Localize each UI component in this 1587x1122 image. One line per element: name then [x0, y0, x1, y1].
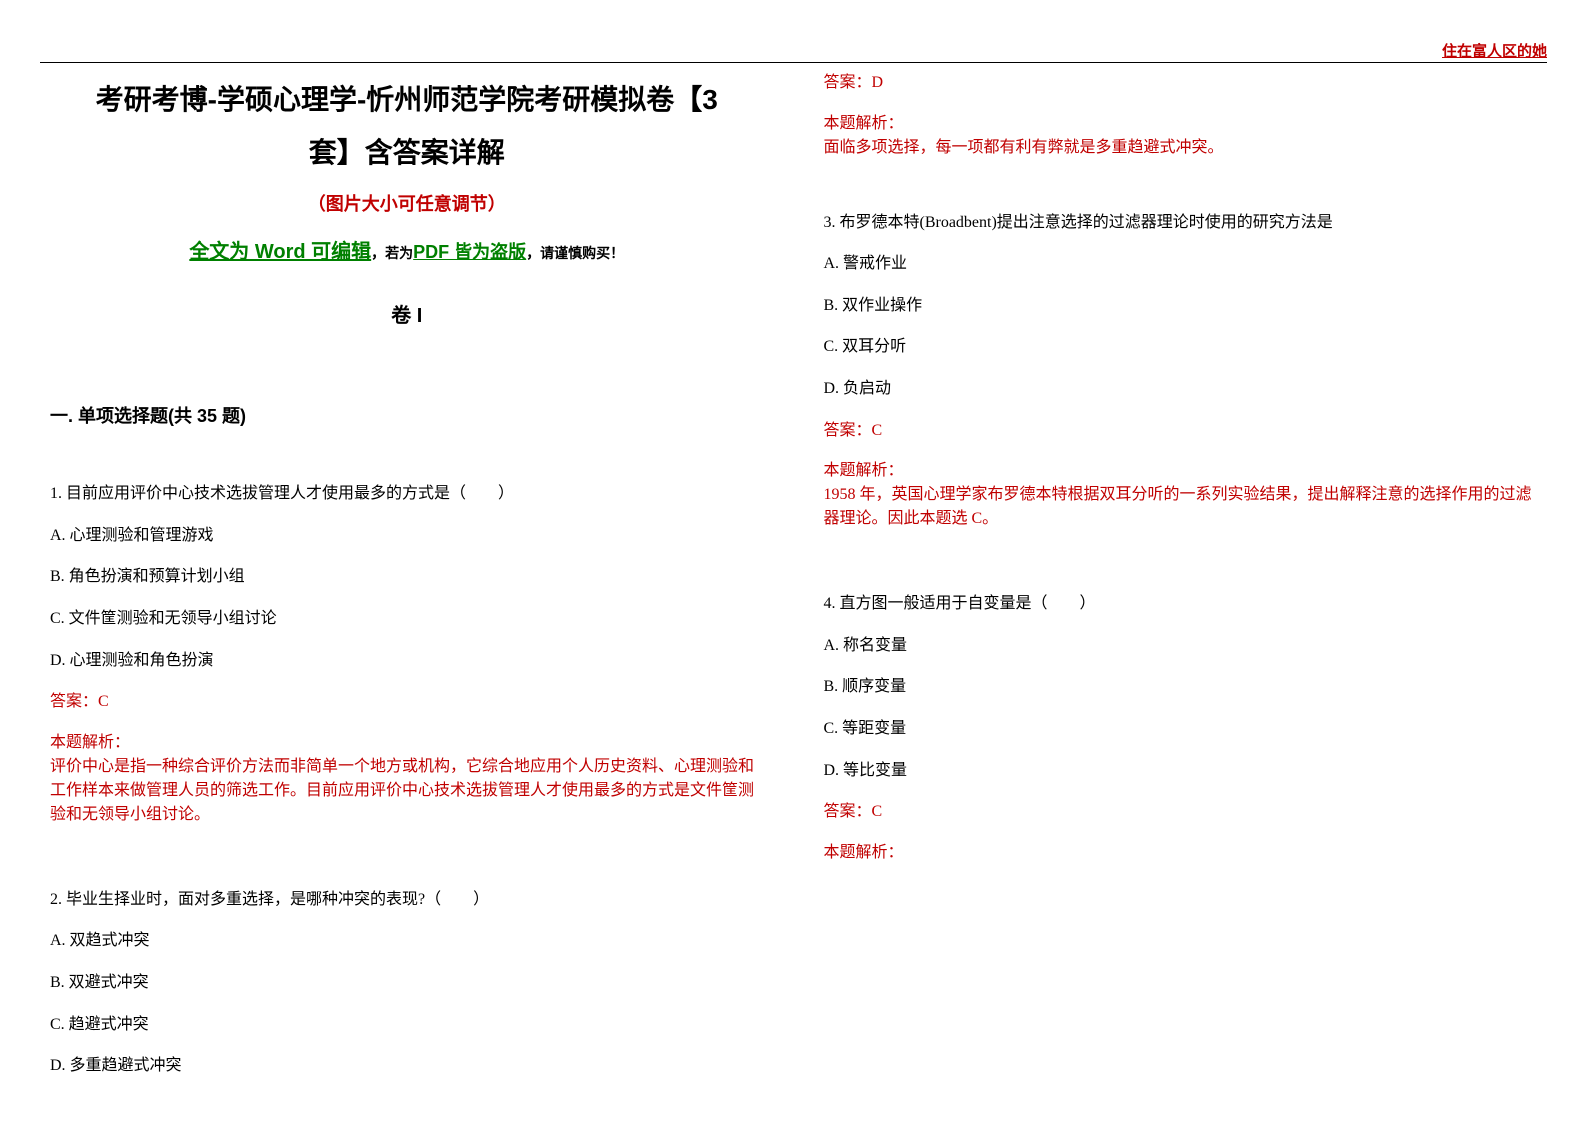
document-body: 考研考博-学硕心理学-忻州师范学院考研模拟卷【3 套】含答案详解 （图片大小可任…: [50, 70, 1537, 1082]
q4-option-a: A. 称名变量: [824, 633, 1538, 659]
pdf-pirate-note: PDF 皆为盗版: [413, 242, 526, 262]
q4-answer: 答案：C: [824, 799, 1538, 825]
section-header: 一. 单项选择题(共 35 题): [50, 402, 764, 431]
q4-option-b: B. 顺序变量: [824, 674, 1538, 700]
q3-option-d: D. 负启动: [824, 376, 1538, 402]
main-title-line1: 考研考博-学硕心理学-忻州师范学院考研模拟卷【3: [50, 78, 764, 123]
q4-option-d: D. 等比变量: [824, 758, 1538, 784]
q2-explain-text: 面临多项选择，每一项都有利有弊就是多重趋避式冲突。: [824, 139, 1224, 156]
q1-explain: 本题解析： 评价中心是指一种综合评价方法而非简单一个地方或机构，它综合地应用个人…: [50, 731, 764, 827]
q2-option-c: C. 趋避式冲突: [50, 1012, 764, 1038]
q3-answer: 答案：C: [824, 418, 1538, 444]
q3-option-b: B. 双作业操作: [824, 293, 1538, 319]
q2-explain-label: 本题解析：: [824, 115, 904, 132]
question-1: 1. 目前应用评价中心技术选拔管理人才使用最多的方式是（ ） A. 心理测验和管…: [50, 481, 764, 827]
q3-option-a: A. 警戒作业: [824, 251, 1538, 277]
question-3: 3. 布罗德本特(Broadbent)提出注意选择的过滤器理论时使用的研究方法是…: [824, 210, 1538, 532]
q1-option-c: C. 文件筐测验和无领导小组讨论: [50, 606, 764, 632]
top-rule: [40, 62, 1547, 63]
subtitle: （图片大小可任意调节）: [50, 190, 764, 219]
q2-option-a: A. 双趋式冲突: [50, 928, 764, 954]
q2-text: 2. 毕业生择业时，面对多重选择，是哪种冲突的表现?（ ）: [50, 887, 764, 913]
q1-option-d: D. 心理测验和角色扮演: [50, 648, 764, 674]
question-2-start: 2. 毕业生择业时，面对多重选择，是哪种冲突的表现?（ ） A. 双趋式冲突: [50, 887, 764, 954]
q3-explain: 本题解析： 1958 年，英国心理学家布罗德本特根据双耳分听的一系列实验结果，提…: [824, 459, 1538, 531]
q1-option-b: B. 角色扮演和预算计划小组: [50, 564, 764, 590]
edit-note: 全文为 Word 可编辑，若为PDF 皆为盗版，请谨慎购买！: [50, 236, 764, 268]
q3-text: 3. 布罗德本特(Broadbent)提出注意选择的过滤器理论时使用的研究方法是: [824, 210, 1538, 236]
word-editable-note: 全文为 Word 可编辑: [189, 241, 371, 263]
q4-text: 4. 直方图一般适用于自变量是（ ）: [824, 591, 1538, 617]
q4-option-c: C. 等距变量: [824, 716, 1538, 742]
purchase-caution: ，请谨慎购买！: [526, 245, 624, 261]
q3-option-c: C. 双耳分听: [824, 334, 1538, 360]
q3-explain-text: 1958 年，英国心理学家布罗德本特根据双耳分听的一系列实验结果，提出解释注意的…: [824, 486, 1532, 527]
q1-explain-text: 评价中心是指一种综合评价方法而非简单一个地方或机构，它综合地应用个人历史资料、心…: [50, 758, 754, 823]
q1-text: 1. 目前应用评价中心技术选拔管理人才使用最多的方式是（ ）: [50, 481, 764, 507]
q2-option-d: D. 多重趋避式冲突: [50, 1053, 764, 1079]
note-sep: ，若为: [371, 245, 413, 261]
q2-option-b: B. 双避式冲突: [50, 970, 764, 996]
main-title-line2: 套】含答案详解: [50, 131, 764, 176]
q1-option-a: A. 心理测验和管理游戏: [50, 523, 764, 549]
volume-label: 卷 I: [50, 300, 764, 332]
q1-answer: 答案：C: [50, 689, 764, 715]
q2-answer: 答案：D: [824, 70, 1538, 96]
q4-explain-label: 本题解析：: [824, 841, 1538, 865]
q2-explain: 本题解析： 面临多项选择，每一项都有利有弊就是多重趋避式冲突。: [824, 112, 1538, 160]
q1-explain-label: 本题解析：: [50, 734, 130, 751]
watermark-text: 住在富人区的她: [1442, 40, 1547, 61]
question-4: 4. 直方图一般适用于自变量是（ ） A. 称名变量 B. 顺序变量 C. 等距…: [824, 591, 1538, 865]
q3-explain-label: 本题解析：: [824, 462, 904, 479]
